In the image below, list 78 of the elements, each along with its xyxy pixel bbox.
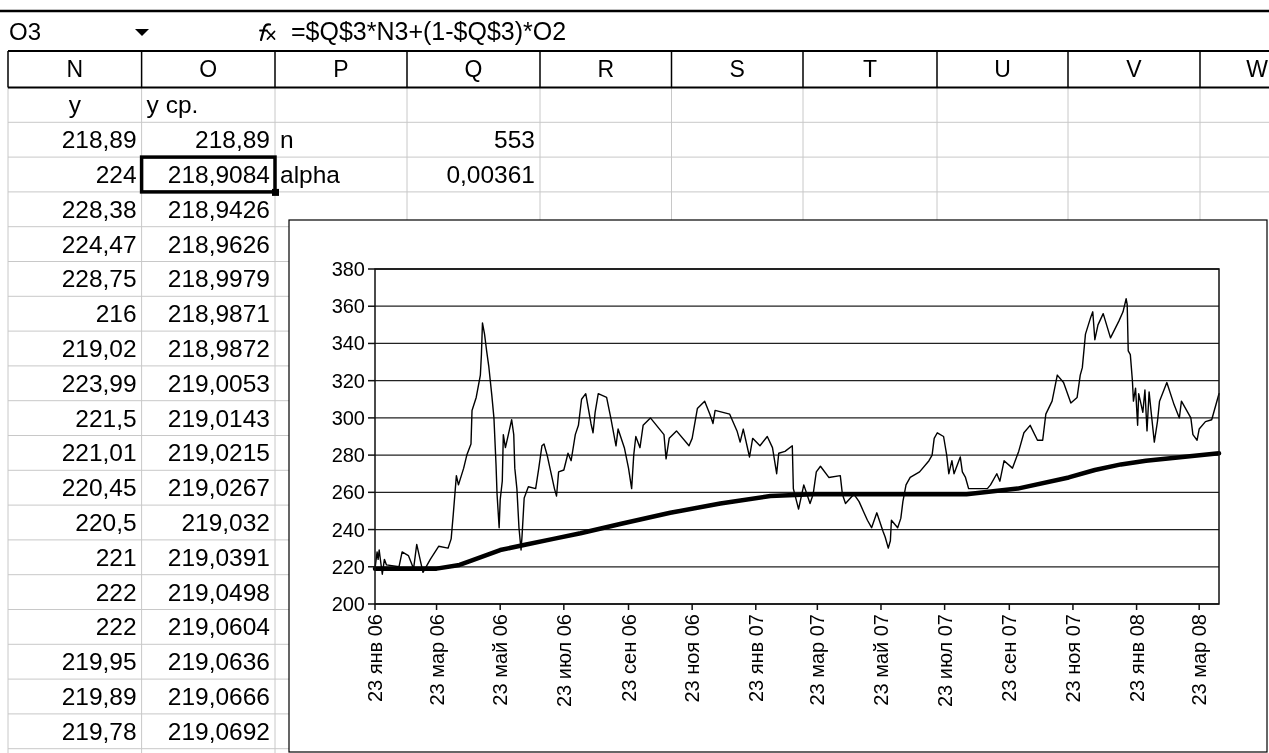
text: W bbox=[1246, 56, 1269, 83]
text: 219,95 bbox=[61, 648, 137, 676]
text: 218,9426 bbox=[167, 195, 270, 223]
x-tick-label: 23 сен 06 bbox=[617, 614, 640, 702]
text: R bbox=[597, 56, 615, 83]
text: 219,0215 bbox=[167, 439, 270, 467]
text: 219,0636 bbox=[167, 648, 270, 676]
text: 216 bbox=[95, 300, 137, 328]
text: 218,9871 bbox=[167, 300, 270, 328]
text: 218,9626 bbox=[167, 230, 270, 258]
text: 219,032 bbox=[181, 509, 270, 536]
text: N bbox=[66, 56, 84, 83]
text: 219,0666 bbox=[167, 683, 270, 710]
text: Q bbox=[464, 56, 483, 83]
x-tick-label: 23 ноя 06 bbox=[681, 614, 704, 703]
text: 553 bbox=[494, 126, 535, 154]
x-tick-label: 23 июл 07 bbox=[933, 614, 956, 708]
text: n bbox=[280, 126, 294, 154]
text: 219,0143 bbox=[167, 404, 270, 432]
text: 222 bbox=[95, 613, 137, 641]
text: 219,0053 bbox=[167, 369, 270, 397]
text: 221,01 bbox=[61, 439, 137, 467]
text: 221,5 bbox=[75, 404, 137, 432]
text: 219,78 bbox=[61, 717, 137, 745]
x-tick-label: 23 сен 07 bbox=[998, 614, 1021, 702]
y-tick-label: 200 bbox=[331, 593, 365, 615]
text: 219,02 bbox=[61, 335, 137, 362]
y-tick-label: 280 bbox=[331, 444, 365, 467]
text: 220,5 bbox=[75, 509, 137, 536]
text: 0,00361 bbox=[446, 161, 535, 188]
text: 222 bbox=[95, 578, 137, 606]
text: O bbox=[199, 56, 218, 83]
text: 221 bbox=[95, 543, 137, 571]
y-tick-label: 220 bbox=[331, 555, 365, 578]
text: 228,38 bbox=[61, 195, 137, 223]
text: U bbox=[994, 56, 1011, 83]
text: 218,9872 bbox=[167, 335, 270, 362]
text: P bbox=[333, 56, 349, 83]
text: =$Q$3*N3+(1-$Q$3)*O2 bbox=[291, 17, 567, 45]
x-tick-label: 23 май 06 bbox=[489, 614, 512, 706]
y-tick-label: 360 bbox=[331, 295, 365, 318]
y-tick-label: 380 bbox=[331, 258, 365, 280]
x-tick-label: 23 янв 08 bbox=[1125, 614, 1148, 703]
text: 219,89 bbox=[61, 683, 137, 710]
x-tick-label: 23 мар 08 bbox=[1188, 614, 1211, 706]
x-tick-label: 23 янв 06 bbox=[364, 614, 386, 703]
y-tick-label: 300 bbox=[331, 406, 365, 429]
x-tick-label: 23 янв 07 bbox=[744, 614, 767, 703]
text: 218,89 bbox=[195, 126, 270, 154]
x-tick-label: 23 мар 07 bbox=[806, 614, 829, 706]
text: y bbox=[68, 91, 82, 119]
text: 228,75 bbox=[61, 265, 137, 293]
text: 219,0692 bbox=[167, 717, 270, 745]
text: 220,45 bbox=[61, 474, 137, 502]
y-tick-label: 320 bbox=[331, 369, 365, 392]
text: 218,9979 bbox=[167, 265, 270, 293]
text: 218,9084 bbox=[167, 161, 270, 188]
x-tick-label: 23 ноя 07 bbox=[1061, 614, 1084, 703]
text: V bbox=[1126, 56, 1143, 83]
text: T bbox=[862, 56, 878, 83]
text: 219,0391 bbox=[167, 543, 270, 571]
text: 219,0267 bbox=[167, 474, 270, 502]
text: 218,89 bbox=[61, 126, 137, 154]
text: 219,0604 bbox=[167, 613, 270, 641]
y-tick-label: 260 bbox=[331, 481, 365, 504]
text: y ср. bbox=[146, 91, 199, 119]
x-tick-label: 23 мар 06 bbox=[425, 614, 448, 706]
text: O3 bbox=[9, 17, 42, 45]
text: 224 bbox=[95, 161, 137, 188]
text: 223,99 bbox=[61, 369, 137, 397]
text: 224,47 bbox=[61, 230, 137, 258]
y-tick-label: 240 bbox=[331, 518, 365, 541]
x-tick-label: 23 июл 06 bbox=[552, 614, 575, 708]
text: alpha bbox=[280, 161, 341, 188]
text: 219,0498 bbox=[167, 578, 270, 606]
x-tick-label: 23 май 07 bbox=[869, 614, 892, 706]
y-tick-label: 340 bbox=[331, 332, 365, 355]
text: S bbox=[729, 56, 745, 83]
